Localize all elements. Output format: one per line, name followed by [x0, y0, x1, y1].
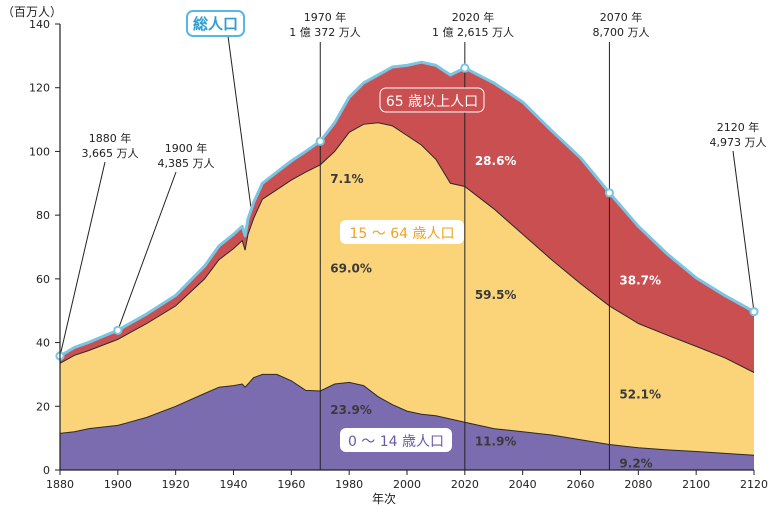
callout-2020-pop: 1 億 2,615 万人 [432, 26, 514, 39]
y-axis-unit-label: （百万人） [2, 5, 62, 19]
total-marker-2070 [604, 188, 615, 198]
callout-1970-year: 1970 年 [304, 10, 347, 24]
x-tick-label-1980: 1980 [335, 478, 363, 491]
leader-total-label [227, 35, 252, 207]
callout-1880-pop: 3,665 万人 [82, 147, 139, 160]
total-marker-2020 [460, 63, 470, 73]
x-tick-label-1920: 1920 [162, 478, 190, 491]
total-marker-1970 [315, 136, 325, 146]
total-marker-2120 [749, 307, 759, 317]
band-working-label-box [340, 220, 464, 244]
band-children-label-box [340, 428, 452, 452]
percent-label-1970-working: 69.0% [330, 261, 372, 275]
band-children-label: 0 ～ 14 歳人口 [348, 434, 444, 450]
percent-label-2070-children: 9.2% [619, 457, 652, 471]
y-tick-label-140: 140 [29, 18, 50, 31]
x-tick-label-2120: 2120 [740, 478, 768, 491]
y-tick-label-80: 80 [36, 209, 50, 222]
x-tick-label-2040: 2040 [509, 478, 537, 491]
callout-leader-lines [59, 35, 755, 357]
callout-1880-year: 1880 年 [89, 131, 132, 145]
callout-2070-pop: 8,700 万人 [593, 26, 650, 39]
percent-label-2070-elderly: 38.7% [619, 273, 661, 287]
total-label-box [186, 10, 245, 37]
callout-1900-pop: 4,385 万人 [158, 157, 215, 170]
x-axis-title: 年次 [372, 492, 396, 506]
boundary-children-working [59, 373, 755, 456]
total-marker-1900 [113, 325, 123, 335]
y-tick-label-100: 100 [29, 145, 50, 158]
band-elderly-label-box [379, 87, 485, 113]
percent-label-2020-elderly: 28.6% [475, 154, 517, 168]
x-tick-label-1880: 1880 [46, 478, 74, 491]
percent-label-1970-elderly: 7.1% [330, 172, 363, 186]
x-tick-label-2100: 2100 [682, 478, 710, 491]
percent-label-2070-working: 52.1% [619, 387, 661, 401]
y-tick-label-40: 40 [36, 337, 50, 350]
total-population-line [59, 60, 755, 358]
boundary-working-elderly [59, 122, 755, 373]
x-tick-label-1940: 1940 [220, 478, 248, 491]
x-tick-label-2080: 2080 [624, 478, 652, 491]
area-layers [59, 62, 755, 470]
x-tick-label-1900: 1900 [104, 478, 132, 491]
y-tick-label-0: 0 [43, 464, 50, 477]
percent-label-1970-children: 23.9% [330, 403, 372, 417]
callout-2120-pop: 4,973 万人 [710, 136, 767, 149]
x-tick-label-2020: 2020 [451, 478, 479, 491]
x-tick-label-2060: 2060 [567, 478, 595, 491]
leader-1900 [117, 171, 177, 331]
area-working-age [60, 122, 754, 456]
percent-label-2020-children: 11.9% [475, 434, 517, 448]
percent-labels: 23.9% 69.0% 7.1% 11.9% 59.5% 28.6% 9.2% 52.1% 38… [330, 154, 661, 471]
band-working-label: 15 ～ 64 歳人口 [350, 226, 455, 242]
leader-1880 [59, 161, 106, 357]
x-tick-label-1960: 1960 [277, 478, 305, 491]
callout-2070-year: 2070 年 [600, 10, 643, 24]
x-tick-label-2000: 2000 [393, 478, 421, 491]
total-population-label: 総人口 [193, 15, 238, 33]
band-elderly-label: 65 歳以上人口 [386, 94, 478, 110]
callout-1970-pop: 1 億 372 万人 [289, 26, 360, 39]
callout-2120-year: 2120 年 [717, 120, 760, 134]
y-tick-label-20: 20 [36, 400, 50, 413]
area-children [60, 374, 754, 470]
callout-1900-year: 1900 年 [165, 141, 208, 155]
callout-2020-year: 2020 年 [452, 10, 495, 24]
percent-label-2020-working: 59.5% [475, 288, 517, 302]
y-tick-label-120: 120 [29, 82, 50, 95]
callout-year-lines [319, 42, 610, 470]
leader-2120 [732, 150, 755, 312]
y-tick-label-60: 60 [36, 273, 50, 286]
